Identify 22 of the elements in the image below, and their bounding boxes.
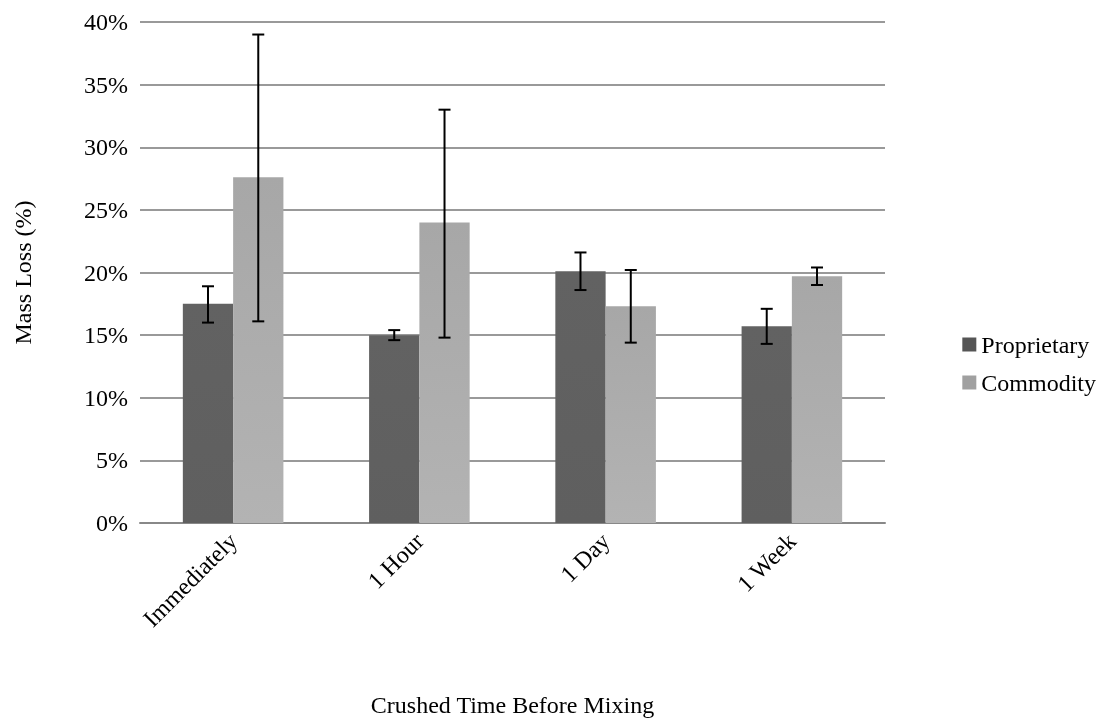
y-tick-label: 25% (84, 196, 128, 223)
y-tick-label: 20% (84, 259, 128, 286)
y-tick-label: 15% (84, 322, 128, 349)
y-tick-label: 35% (84, 71, 128, 98)
y-tick-label: 5% (96, 447, 128, 474)
x-tick-label: 1 Day (555, 527, 615, 588)
legend-label: Commodity (981, 369, 1097, 396)
bar (555, 271, 606, 523)
y-tick-label: 0% (96, 510, 128, 536)
bar (419, 222, 470, 523)
y-tick-label: 40% (84, 9, 128, 35)
x-axis-title: Crushed Time Before Mixing (370, 692, 655, 718)
legend-label: Proprietary (981, 331, 1090, 358)
bar (741, 326, 792, 523)
y-axis-title: Mass Loss (%) (10, 200, 36, 345)
bar (182, 303, 234, 523)
bar (605, 306, 656, 523)
bar (791, 276, 843, 523)
y-tick-label: 10% (84, 384, 128, 411)
bar (233, 177, 284, 523)
y-tick-label: 30% (84, 134, 128, 161)
bar (369, 335, 420, 523)
